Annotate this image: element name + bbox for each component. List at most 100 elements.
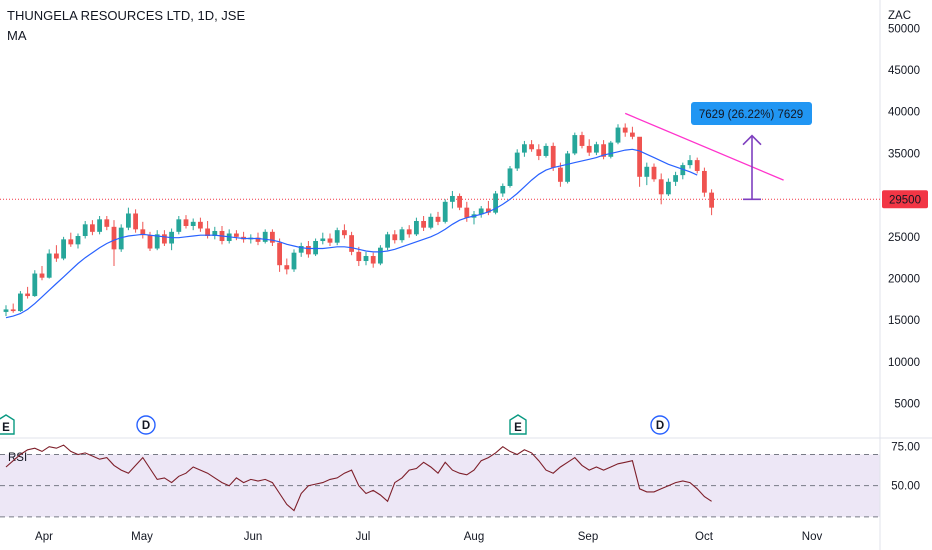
- candle: [421, 220, 426, 228]
- candle: [25, 293, 30, 297]
- candle: [435, 216, 441, 222]
- candle: [82, 224, 88, 237]
- chart-title: THUNGELA RESOURCES LTD, 1D, JSE: [7, 8, 246, 23]
- candle: [608, 142, 614, 157]
- candle: [457, 195, 462, 208]
- candle: [270, 231, 275, 243]
- candle: [673, 175, 678, 182]
- dividend-marker-icon[interactable]: [650, 415, 670, 435]
- time-axis-tick-Apr: Apr: [35, 531, 53, 543]
- candle: [68, 239, 74, 245]
- price-axis-tick-35000: 35000: [888, 148, 920, 160]
- candle: [680, 165, 686, 176]
- price-axis-tick-20000: 20000: [888, 274, 920, 286]
- candle: [104, 219, 110, 227]
- candle: [507, 168, 513, 186]
- candle: [18, 293, 23, 312]
- candle: [126, 213, 131, 228]
- candle: [414, 220, 419, 235]
- rsi-axis-tick-75.00: 75.00: [891, 442, 920, 454]
- candle: [687, 160, 693, 166]
- dividend-marker-icon[interactable]: [136, 415, 156, 435]
- earnings-marker-icon[interactable]: [509, 414, 527, 435]
- earnings-marker-label: E: [2, 422, 10, 434]
- price-axis-tick-10000: 10000: [888, 357, 920, 369]
- price-axis-tick-45000: 45000: [888, 65, 920, 77]
- candle: [342, 230, 347, 236]
- candle: [637, 136, 642, 177]
- candle: [176, 219, 182, 232]
- last-price-tag-label: 29500: [889, 194, 921, 206]
- candle: [558, 167, 563, 182]
- candle: [46, 253, 52, 278]
- candle: [205, 228, 210, 237]
- indicator-label[interactable]: MA: [7, 28, 27, 43]
- candle: [550, 145, 556, 168]
- candle: [75, 236, 81, 245]
- candle: [694, 160, 700, 171]
- candle: [565, 153, 570, 182]
- candle: [133, 213, 138, 230]
- candle: [61, 239, 66, 259]
- candle: [500, 185, 506, 194]
- earnings-marker-icon[interactable]: [0, 414, 15, 435]
- candle: [298, 246, 304, 253]
- candle: [118, 227, 124, 250]
- candle: [615, 127, 621, 143]
- candle: [291, 252, 297, 270]
- candle: [586, 145, 592, 153]
- candle: [529, 144, 534, 150]
- time-axis-tick-Aug: Aug: [464, 531, 484, 543]
- candle: [522, 144, 527, 153]
- candle: [154, 234, 160, 249]
- price-axis-tick-40000: 40000: [888, 107, 920, 119]
- candle: [234, 233, 239, 237]
- candle: [428, 216, 434, 228]
- last-price-tag: [882, 190, 928, 209]
- candle: [284, 265, 290, 270]
- currency-label: ZAC: [888, 10, 911, 22]
- candle: [658, 179, 664, 195]
- rsi-line: [5, 444, 712, 512]
- candle: [39, 273, 45, 278]
- candle: [356, 251, 362, 262]
- candle: [406, 229, 412, 235]
- candle: [392, 234, 398, 241]
- candle: [306, 246, 311, 255]
- candle: [630, 132, 635, 137]
- rsi-axis-tick-50.00: 50.00: [891, 481, 920, 493]
- candle: [601, 144, 606, 157]
- earnings-marker-label: E: [514, 422, 522, 434]
- candle: [399, 229, 405, 241]
- dividend-marker-label: D: [656, 420, 664, 432]
- candle: [183, 219, 189, 226]
- candle: [385, 234, 390, 248]
- candle: [97, 219, 102, 232]
- candle: [378, 247, 383, 264]
- time-axis-tick-Jul: Jul: [356, 531, 371, 543]
- candle: [140, 229, 146, 236]
- candle: [54, 253, 59, 259]
- candle: [572, 135, 578, 154]
- candle: [334, 230, 340, 243]
- candle: [709, 192, 714, 208]
- candle: [543, 145, 549, 156]
- candle: [594, 144, 599, 153]
- candle: [162, 234, 167, 244]
- candle: [622, 127, 628, 133]
- price-axis-tick-50000: 50000: [888, 23, 920, 35]
- candle: [666, 181, 671, 195]
- time-axis-tick-May: May: [131, 531, 153, 543]
- candle: [363, 256, 369, 262]
- candle: [486, 208, 491, 213]
- candle: [450, 195, 455, 202]
- candle: [90, 224, 95, 232]
- trendline[interactable]: [624, 112, 784, 181]
- price-axis-tick-5000: 5000: [894, 399, 920, 411]
- candle: [579, 135, 585, 146]
- candle: [349, 235, 354, 252]
- candle: [198, 221, 203, 229]
- candle: [32, 273, 38, 297]
- candle: [255, 237, 261, 242]
